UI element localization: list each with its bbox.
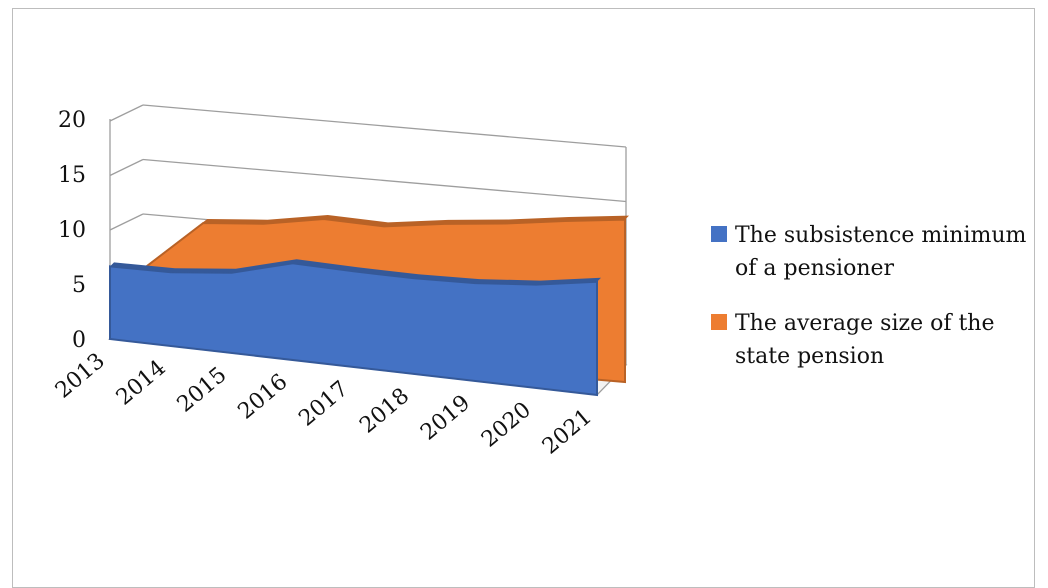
y-tick-label: 10 <box>58 218 86 243</box>
legend-label-pension: The average size of the state pension <box>735 311 995 369</box>
gridline-side <box>110 214 143 230</box>
legend-swatch-pension <box>711 314 727 330</box>
x-tick-label: 2016 <box>234 369 293 424</box>
x-tick-label: 2021 <box>538 404 597 459</box>
x-tick-label: 2014 <box>112 355 171 410</box>
x-tick-label: 2019 <box>416 390 475 445</box>
x-tick-label: 2020 <box>477 397 536 452</box>
legend-item-pension: The average size of the state pension <box>711 307 1048 373</box>
x-tick-label: 2017 <box>294 376 353 431</box>
gridline-back <box>143 160 626 202</box>
legend: The subsistence minimum of a pensioner T… <box>711 219 1048 395</box>
y-tick-label: 0 <box>72 328 86 353</box>
legend-item-subsistence: The subsistence minimum of a pensioner <box>711 219 1048 285</box>
gridline-side <box>110 160 143 176</box>
y-tick-label: 20 <box>58 108 86 133</box>
legend-label-subsistence: The subsistence minimum of a pensioner <box>735 223 1026 281</box>
y-tick-label: 5 <box>72 273 86 298</box>
x-tick-label: 2015 <box>173 362 232 417</box>
y-tick-label: 15 <box>58 163 86 188</box>
gridline-side <box>110 105 143 121</box>
legend-swatch-subsistence <box>711 226 727 242</box>
x-tick-label: 2013 <box>51 348 110 403</box>
gridline-back <box>143 105 626 147</box>
x-tick-label: 2018 <box>355 383 414 438</box>
